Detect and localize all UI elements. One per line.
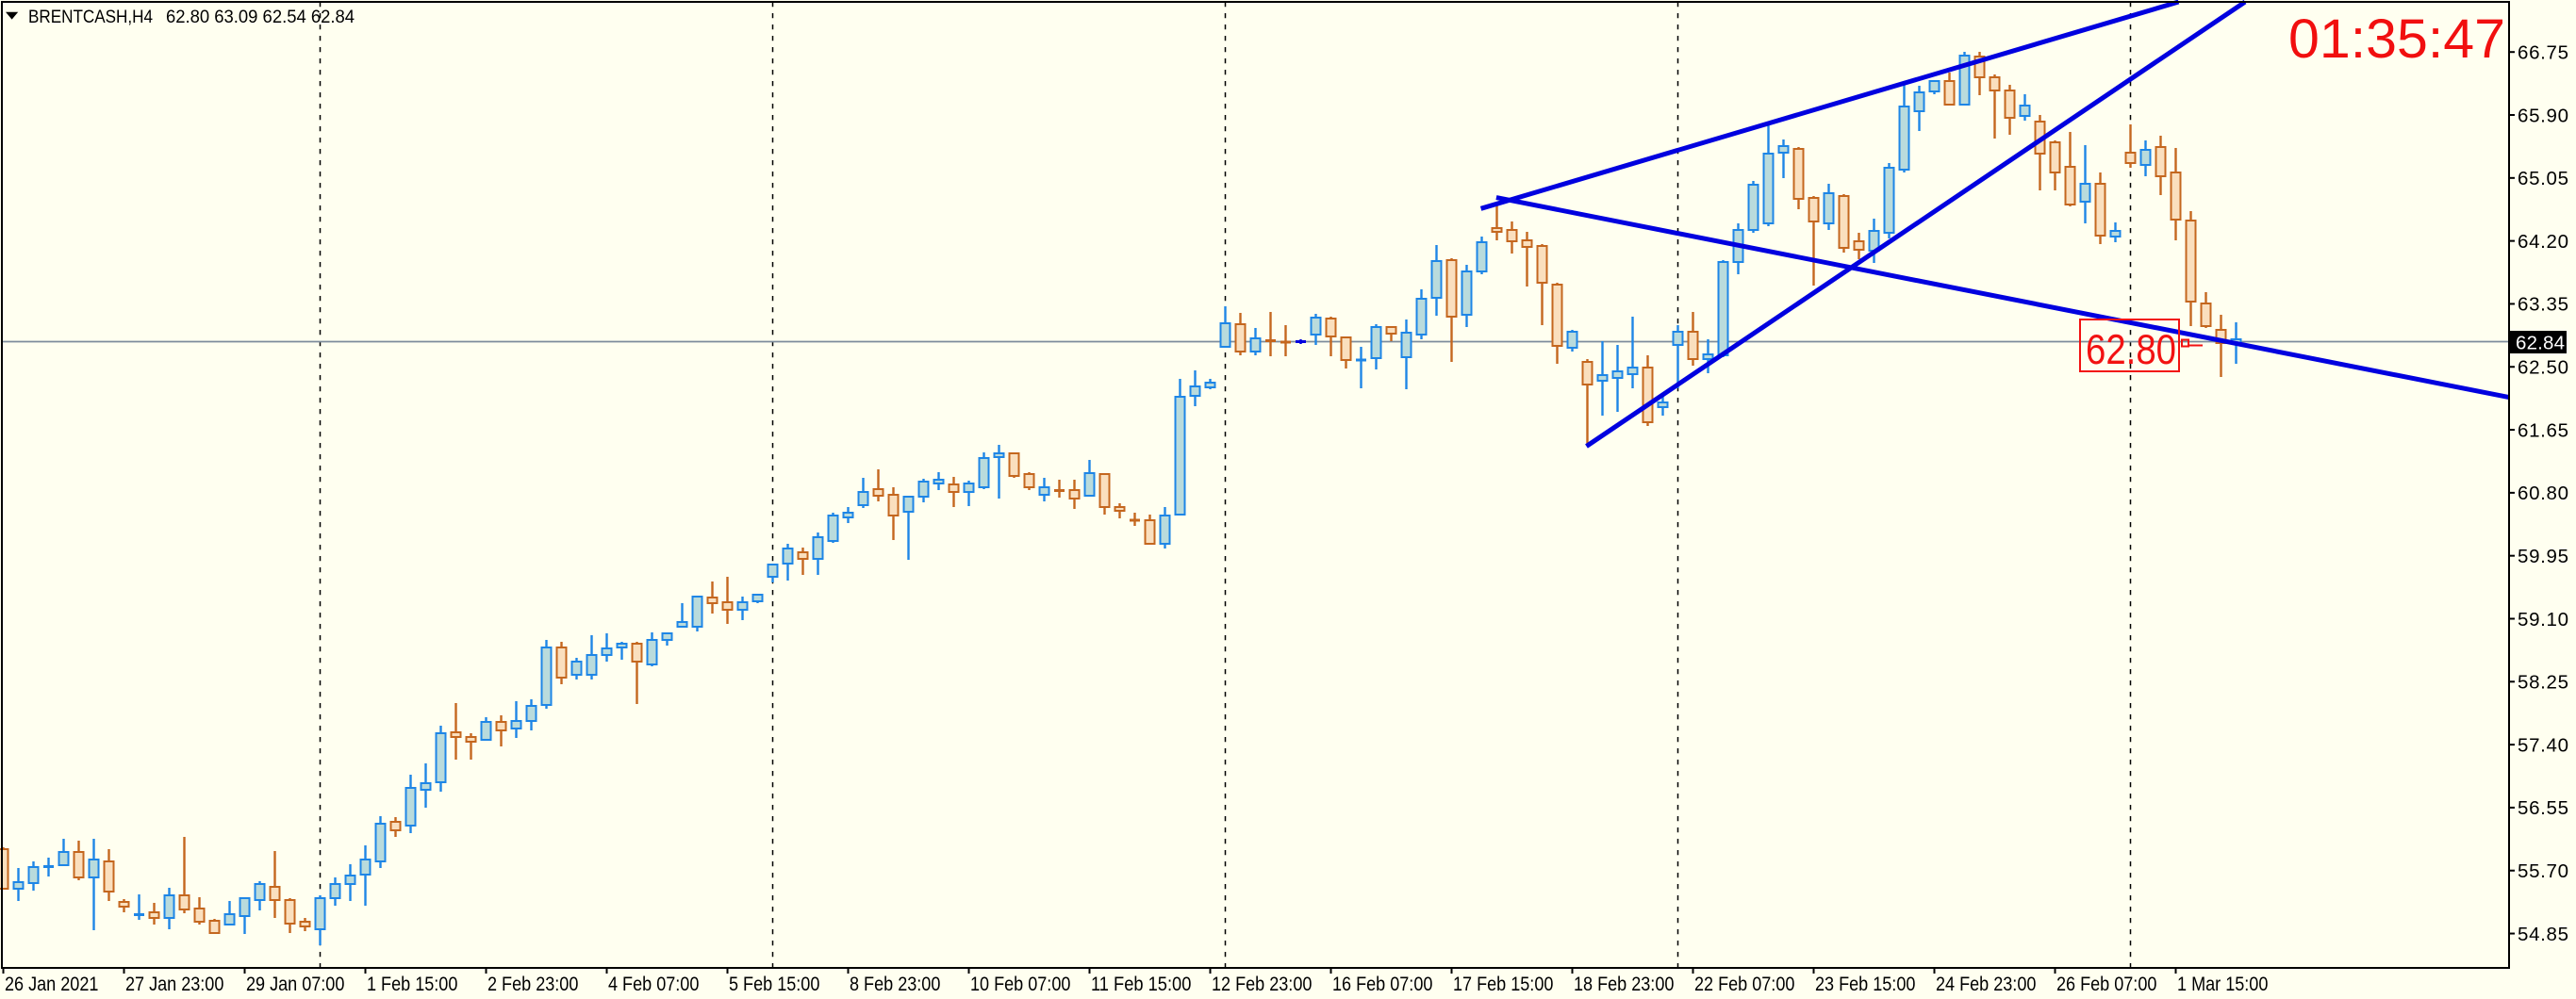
svg-text:27 Jan 23:00: 27 Jan 23:00 [125, 973, 223, 995]
svg-text:1 Feb 15:00: 1 Feb 15:00 [367, 973, 457, 995]
svg-text:11 Feb 15:00: 11 Feb 15:00 [1091, 973, 1191, 995]
svg-text:62.80: 62.80 [2086, 327, 2176, 373]
svg-text:12 Feb 23:00: 12 Feb 23:00 [1212, 973, 1312, 995]
svg-text:17 Feb 15:00: 17 Feb 15:00 [1453, 973, 1553, 995]
svg-text:63.35: 63.35 [2518, 294, 2568, 316]
svg-text:66.75: 66.75 [2518, 42, 2568, 64]
svg-text:64.20: 64.20 [2518, 231, 2568, 253]
svg-text:26 Feb 07:00: 26 Feb 07:00 [2056, 973, 2156, 995]
svg-text:24 Feb 23:00: 24 Feb 23:00 [1936, 973, 2036, 995]
svg-text:60.80: 60.80 [2518, 483, 2568, 504]
svg-text:59.95: 59.95 [2518, 546, 2568, 567]
svg-text:8 Feb 23:00: 8 Feb 23:00 [850, 973, 940, 995]
svg-text:59.10: 59.10 [2518, 609, 2568, 631]
svg-text:23 Feb 15:00: 23 Feb 15:00 [1815, 973, 1915, 995]
svg-text:4 Feb 07:00: 4 Feb 07:00 [608, 973, 699, 995]
svg-text:54.85: 54.85 [2518, 924, 2568, 945]
svg-text:62.80 63.09 62.54 62.84: 62.80 63.09 62.54 62.84 [166, 7, 355, 27]
svg-text:BRENTCASH,H4: BRENTCASH,H4 [28, 7, 153, 27]
svg-text:55.70: 55.70 [2518, 860, 2568, 882]
svg-text:22 Feb 07:00: 22 Feb 07:00 [1694, 973, 1794, 995]
svg-text:29 Jan 07:00: 29 Jan 07:00 [246, 973, 344, 995]
svg-text:01:35:47: 01:35:47 [2288, 8, 2505, 70]
svg-text:56.55: 56.55 [2518, 797, 2568, 819]
svg-text:57.40: 57.40 [2518, 734, 2568, 756]
svg-text:26 Jan 2021: 26 Jan 2021 [5, 973, 98, 995]
svg-text:18 Feb 23:00: 18 Feb 23:00 [1574, 973, 1674, 995]
svg-text:5 Feb 15:00: 5 Feb 15:00 [729, 973, 819, 995]
svg-text:58.25: 58.25 [2518, 672, 2568, 694]
svg-text:2 Feb 23:00: 2 Feb 23:00 [487, 973, 578, 995]
svg-text:61.65: 61.65 [2518, 419, 2568, 441]
svg-text:65.05: 65.05 [2518, 168, 2568, 189]
svg-text:62.50: 62.50 [2518, 357, 2568, 379]
svg-text:62.84: 62.84 [2516, 333, 2565, 354]
svg-text:65.90: 65.90 [2518, 105, 2568, 126]
svg-text:16 Feb 07:00: 16 Feb 07:00 [1332, 973, 1432, 995]
svg-text:1 Mar 15:00: 1 Mar 15:00 [2177, 973, 2268, 995]
svg-text:10 Feb 07:00: 10 Feb 07:00 [970, 973, 1070, 995]
